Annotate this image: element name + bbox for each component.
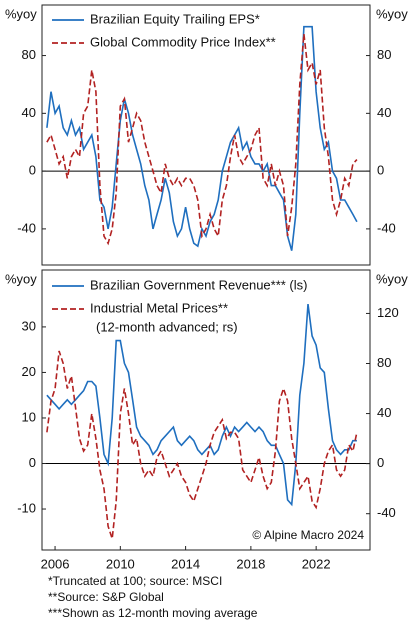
y-tick-label: 20	[22, 364, 36, 379]
y-tick-label: 40	[22, 105, 36, 120]
y2-tick-label: 40	[377, 105, 391, 120]
y2-tick-label: 80	[377, 47, 391, 62]
legend-label: Industrial Metal Prices**	[90, 300, 228, 315]
x-tick-label: 2014	[171, 556, 200, 571]
y2-tick-label: 120	[377, 305, 399, 320]
x-tick-label: 2022	[302, 556, 331, 571]
y-axis-label: %yoy	[5, 271, 37, 286]
y2-tick-label: 0	[377, 455, 384, 470]
y-tick-label: 10	[22, 409, 36, 424]
x-tick-label: 2018	[236, 556, 265, 571]
y2-axis-label: %yoy	[376, 271, 408, 286]
footnote: *Truncated at 100; source: MSCI	[48, 574, 222, 588]
legend-label: Brazilian Government Revenue*** (ls)	[90, 277, 307, 292]
legend-note: (12-month advanced; rs)	[96, 319, 238, 334]
plot-frame	[41, 269, 371, 551]
y2-tick-label: -40	[377, 505, 396, 520]
footnote: **Source: S&P Global	[48, 590, 164, 604]
y-tick-label: -10	[17, 500, 36, 515]
y2-tick-label: 80	[377, 355, 391, 370]
y-axis-label: %yoy	[5, 6, 37, 21]
legend-label: Brazilian Equity Trailing EPS*	[90, 11, 260, 26]
y2-tick-label: -40	[377, 220, 396, 235]
y-tick-label: 80	[22, 47, 36, 62]
source-note: © Alpine Macro 2024	[252, 528, 364, 542]
plot-frame	[41, 4, 371, 266]
y-tick-label: 0	[29, 163, 36, 178]
y-tick-label: 30	[22, 318, 36, 333]
y2-tick-label: 0	[377, 163, 384, 178]
y-tick-label: -40	[17, 220, 36, 235]
series-line	[46, 303, 357, 507]
y2-axis-label: %yoy	[376, 6, 408, 21]
y-tick-label: 0	[29, 455, 36, 470]
series-line	[46, 33, 358, 246]
series-line	[46, 350, 358, 539]
series-line	[46, 25, 358, 251]
x-tick-label: 2010	[106, 556, 135, 571]
y2-tick-label: 40	[377, 405, 391, 420]
x-tick-label: 2006	[41, 556, 70, 571]
footnote: ***Shown as 12-month moving average	[48, 606, 258, 620]
legend-label: Global Commodity Price Index**	[90, 34, 276, 49]
